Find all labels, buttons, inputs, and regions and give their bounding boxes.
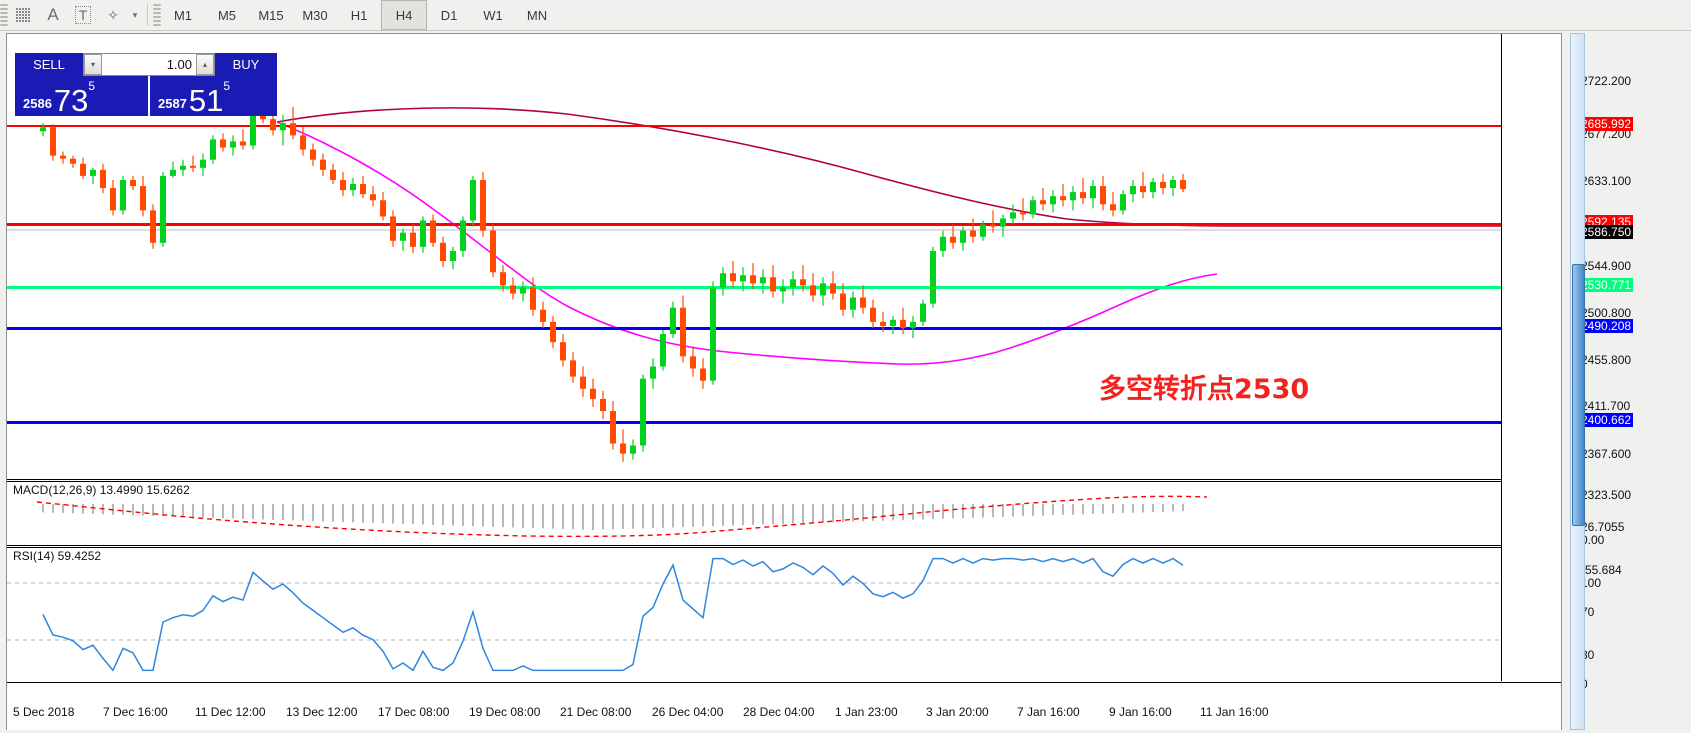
rsi-scale-tick: 100 bbox=[1581, 576, 1602, 590]
timeframe-grip[interactable] bbox=[153, 3, 161, 27]
time-tick: 3 Jan 20:00 bbox=[926, 705, 989, 719]
vertical-scrollbar[interactable] bbox=[1570, 33, 1585, 730]
text-box-T-icon[interactable]: T bbox=[68, 1, 98, 29]
volume-decrement-button[interactable]: ▾ bbox=[84, 54, 102, 75]
level-line-2592[interactable] bbox=[7, 223, 1501, 226]
annotation-turning-point: 多空转折点2530 bbox=[1099, 374, 1310, 405]
price-tick: 2455.800 bbox=[1581, 353, 1632, 367]
ma-slow-line bbox=[276, 107, 1501, 227]
text-label-A-icon[interactable]: A bbox=[38, 1, 68, 29]
timeframe-m1[interactable]: M1 bbox=[173, 7, 193, 23]
chevron-down-icon[interactable]: ▾ bbox=[128, 1, 142, 29]
price-tick: 2500.800 bbox=[1581, 306, 1632, 320]
toolbar: A T ✧ ▾ M1 M5 M15 M30 H1 H4 D1 W1 MN bbox=[0, 0, 1691, 31]
price-axis-separator bbox=[1501, 34, 1502, 681]
grid-icon[interactable] bbox=[8, 1, 38, 29]
candlestick-series bbox=[40, 100, 1186, 462]
oct-top-row: SELL ▾ 1.00 ▴ BUY bbox=[15, 53, 277, 76]
price-tick: 2544.900 bbox=[1581, 259, 1632, 273]
time-tick: 11 Jan 16:00 bbox=[1200, 705, 1269, 719]
rsi-pane[interactable]: RSI(14) 59.4252 bbox=[7, 547, 1501, 681]
volume-value[interactable]: 1.00 bbox=[166, 57, 192, 72]
time-tick: 1 Jan 23:00 bbox=[835, 705, 898, 719]
sell-price-display[interactable]: 2586 73 5 bbox=[15, 76, 148, 116]
volume-increment-button[interactable]: ▴ bbox=[196, 54, 214, 75]
chevron-down-glyph: ▾ bbox=[132, 9, 138, 20]
price-axis[interactable]: 2722.200 2677.200 2633.100 2588.200 2544… bbox=[1569, 33, 1691, 730]
sell-button[interactable]: SELL bbox=[15, 53, 83, 76]
scrollbar-thumb[interactable] bbox=[1572, 264, 1585, 526]
timeframe-mn[interactable]: MN bbox=[526, 7, 548, 23]
macd-histogram bbox=[42, 504, 1184, 530]
ma-fast-line bbox=[276, 121, 1218, 365]
price-tick: 2411.700 bbox=[1581, 399, 1631, 413]
price-tick: 2323.500 bbox=[1581, 488, 1632, 502]
macd-plot-svg bbox=[36, 495, 1208, 538]
price-tick: 2633.100 bbox=[1581, 174, 1632, 188]
time-axis: 5 Dec 2018 7 Dec 16:00 11 Dec 12:00 13 D… bbox=[7, 682, 1561, 730]
rsi-line bbox=[42, 557, 1184, 672]
timeframe-h4[interactable]: H4 bbox=[381, 0, 427, 30]
macd-scale-tick: 26.7055 bbox=[1581, 520, 1625, 534]
toolbar-grip[interactable] bbox=[0, 3, 8, 27]
timeframe-d1[interactable]: D1 bbox=[440, 7, 458, 23]
time-tick: 11 Dec 12:00 bbox=[195, 705, 266, 719]
level-tag-2530[interactable]: 2530.771 bbox=[1579, 278, 1634, 292]
timeframe-h1[interactable]: H1 bbox=[350, 7, 368, 23]
timeframe-m30[interactable]: M30 bbox=[302, 7, 328, 23]
level-tag-2400[interactable]: 2400.662 bbox=[1579, 413, 1634, 427]
time-tick: 28 Dec 04:00 bbox=[743, 705, 815, 719]
price-tick: 2367.600 bbox=[1581, 447, 1632, 461]
level-tag-2490[interactable]: 2490.208 bbox=[1579, 319, 1634, 333]
time-tick: 9 Jan 16:00 bbox=[1109, 705, 1172, 719]
buy-price-display[interactable]: 2587 51 5 bbox=[149, 76, 277, 118]
grid-icon-glyph bbox=[16, 8, 30, 22]
macd-signal-line bbox=[36, 495, 1208, 538]
volume-field[interactable]: ▾ 1.00 ▴ bbox=[83, 53, 215, 76]
text-label-A-glyph: A bbox=[47, 5, 59, 24]
one-click-trading-panel[interactable]: SELL ▾ 1.00 ▴ BUY 2586 73 5 2587 51 5 bbox=[15, 53, 277, 116]
text-box-T-glyph: T bbox=[74, 6, 92, 24]
toolbar-divider bbox=[147, 4, 148, 26]
oct-price-row: 2586 73 5 2587 51 5 bbox=[15, 76, 277, 116]
time-tick: 7 Jan 16:00 bbox=[1017, 705, 1080, 719]
chart-frame: ▲SP500-,H4 2589.000 2591.500 2585.250 25… bbox=[6, 33, 1562, 730]
time-tick: 13 Dec 12:00 bbox=[286, 705, 358, 719]
price-tick: 2722.200 bbox=[1581, 74, 1632, 88]
macd-scale-tick: 0.00 bbox=[1581, 533, 1605, 547]
level-line-2685[interactable] bbox=[7, 125, 1501, 127]
time-tick: 5 Dec 2018 bbox=[13, 705, 75, 719]
current-price-tag: 2586.750 bbox=[1579, 225, 1634, 239]
buy-price-big: 51 bbox=[188, 83, 224, 118]
objects-magic-glyph: ✧ bbox=[107, 6, 119, 23]
sell-price-big: 73 bbox=[53, 83, 89, 118]
level-tag-2685[interactable]: 2685.992 bbox=[1579, 117, 1634, 131]
buy-price-fraction: 5 bbox=[223, 79, 231, 93]
macd-scale-tick: -55.684 bbox=[1581, 563, 1622, 577]
price-plot-svg bbox=[7, 107, 1501, 365]
time-tick: 21 Dec 08:00 bbox=[560, 705, 632, 719]
time-tick: 19 Dec 08:00 bbox=[469, 705, 541, 719]
sell-price-fraction: 5 bbox=[88, 79, 96, 93]
objects-magic-icon[interactable]: ✧ bbox=[98, 1, 128, 29]
level-line-2400[interactable] bbox=[7, 421, 1501, 424]
rsi-label: RSI(14) 59.4252 bbox=[13, 549, 102, 563]
buy-button[interactable]: BUY bbox=[215, 53, 277, 76]
level-line-2490[interactable] bbox=[7, 327, 1501, 330]
timeframe-m5[interactable]: M5 bbox=[217, 7, 237, 23]
time-tick: 17 Dec 08:00 bbox=[378, 705, 450, 719]
time-tick: 7 Dec 16:00 bbox=[103, 705, 168, 719]
macd-pane[interactable]: MACD(12,26,9) 13.4990 15.6262 bbox=[7, 481, 1501, 546]
level-line-2530[interactable] bbox=[7, 286, 1501, 289]
buy-price-prefix: 2587 bbox=[157, 96, 187, 111]
timeframe-m15[interactable]: M15 bbox=[258, 7, 284, 23]
macd-label: MACD(12,26,9) 13.4990 15.6262 bbox=[13, 483, 190, 497]
timeframe-w1[interactable]: W1 bbox=[483, 7, 503, 23]
time-tick: 26 Dec 04:00 bbox=[652, 705, 724, 719]
sell-price-prefix: 2586 bbox=[23, 96, 52, 111]
rsi-plot-svg bbox=[7, 557, 1501, 672]
